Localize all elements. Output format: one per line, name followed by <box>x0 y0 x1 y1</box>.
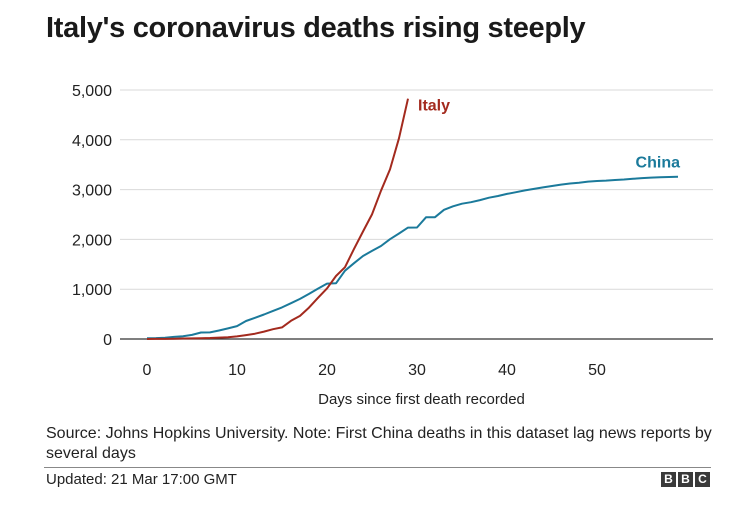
series-label-italy: Italy <box>418 98 450 115</box>
y-tick-label: 3,000 <box>72 183 112 200</box>
chart-title: Italy's coronavirus deaths rising steepl… <box>46 12 586 44</box>
y-tick-label: 2,000 <box>72 232 112 249</box>
gridlines <box>120 89 713 290</box>
series-line-china <box>146 175 679 340</box>
logo-letter: C <box>695 472 710 487</box>
bbc-logo: B B C <box>661 472 710 487</box>
y-tick-label: 0 <box>103 332 112 349</box>
y-tick-label: 4,000 <box>72 133 112 150</box>
x-tick-label: 30 <box>408 362 426 379</box>
x-tick-label: 40 <box>498 362 516 379</box>
updated-timestamp: Updated: 21 Mar 17:00 GMT <box>46 471 237 488</box>
x-axis-label: Days since first death recorded <box>318 391 525 408</box>
x-tick-label: 50 <box>588 362 606 379</box>
series-lines <box>146 98 679 340</box>
x-tick-label: 20 <box>318 362 336 379</box>
footer-divider <box>44 467 711 468</box>
x-tick-label: 0 <box>143 362 152 379</box>
series-line-italy <box>146 98 409 340</box>
source-note: Source: Johns Hopkins University. Note: … <box>46 425 712 462</box>
logo-letter: B <box>661 472 676 487</box>
y-axis-ticks: 0 1,000 2,000 3,000 4,000 5,000 <box>72 83 112 349</box>
y-tick-label: 1,000 <box>72 282 112 299</box>
x-tick-label: 10 <box>228 362 246 379</box>
x-axis-ticks: 0 10 20 30 40 50 <box>143 362 606 379</box>
y-tick-label: 5,000 <box>72 83 112 100</box>
logo-letter: B <box>678 472 693 487</box>
series-label-china: China <box>636 155 681 172</box>
series-labels: China Italy <box>418 98 680 172</box>
